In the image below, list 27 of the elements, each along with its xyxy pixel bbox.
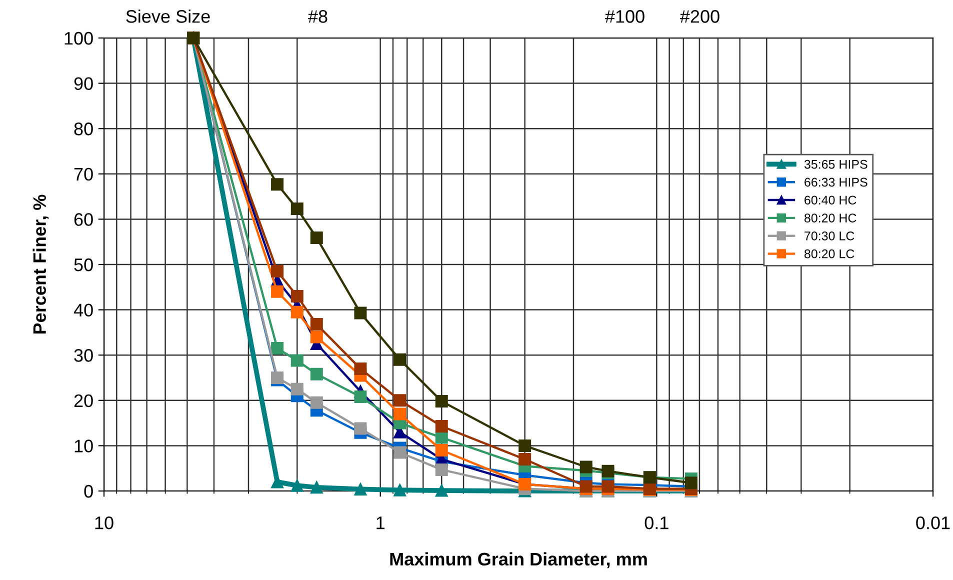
text: #8 <box>308 10 328 23</box>
legend-label: 80:20 LC <box>804 249 854 258</box>
x-axis-title: Maximum Grain Diameter, mm <box>390 552 647 568</box>
y-tick-label: 50 <box>74 258 93 272</box>
text: #200 <box>680 10 720 23</box>
x-tick-label: 1 <box>376 516 384 530</box>
legend-label: 66:33 HIPS <box>804 178 868 187</box>
y-tick-label: 0 <box>84 484 93 498</box>
y-tick-label: 90 <box>74 77 93 90</box>
y-tick-label: 100 <box>64 32 93 45</box>
x-tick-label: 10 <box>95 516 114 530</box>
legend-label: 35:65 HIPS <box>804 160 868 169</box>
y-tick-label: 80 <box>74 122 93 136</box>
text: Sieve Size <box>126 10 210 23</box>
text: #100 <box>605 10 644 23</box>
y-tick-label: 70 <box>74 168 93 181</box>
x-tick-label: 0.01 <box>916 516 950 530</box>
y-tick-label: 30 <box>74 349 93 362</box>
y-tick-label: 40 <box>74 304 93 317</box>
legend-label: 70:30 LC <box>804 231 854 240</box>
legend-label: 60:40 HC <box>804 196 856 205</box>
legend-label: 80:20 HC <box>804 214 856 222</box>
y-tick-label: 20 <box>74 394 93 408</box>
y-tick-label: 10 <box>74 440 93 452</box>
x-tick-label: 0.1 <box>644 516 668 530</box>
y-tick-label: 60 <box>74 213 93 226</box>
y-axis-title: Percent Finer, % <box>32 194 49 334</box>
